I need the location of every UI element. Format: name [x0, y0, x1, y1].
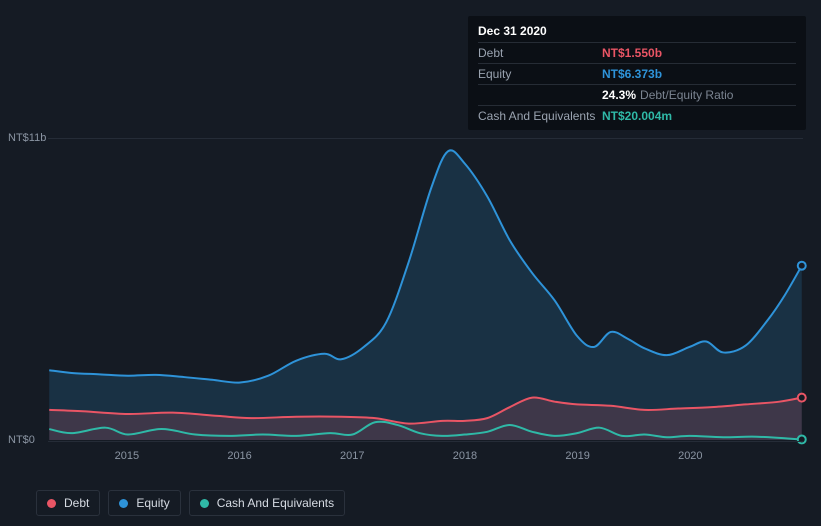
legend-item-equity[interactable]: Equity — [108, 490, 180, 516]
legend-label: Cash And Equivalents — [217, 496, 334, 510]
tooltip-row-label: Cash And Equivalents — [478, 107, 602, 125]
end-marker-equity — [798, 262, 806, 270]
tooltip-date: Dec 31 2020 — [478, 22, 796, 42]
tooltip-row-value: NT$20.004m — [602, 107, 672, 125]
tooltip-row-value: NT$6.373b — [602, 65, 662, 83]
end-marker-cash-and-equivalents — [798, 435, 806, 443]
x-tick-label: 2019 — [565, 450, 589, 462]
y-tick-label: NT$0 — [8, 434, 42, 446]
legend-item-cash-and-equivalents[interactable]: Cash And Equivalents — [189, 490, 345, 516]
legend-swatch — [119, 499, 128, 508]
y-tick-label: NT$11b — [8, 132, 42, 144]
chart-tooltip: Dec 31 2020 DebtNT$1.550bEquityNT$6.373b… — [468, 16, 806, 130]
end-marker-debt — [798, 394, 806, 402]
tooltip-row: EquityNT$6.373b — [478, 63, 796, 84]
legend: Debt Equity Cash And Equivalents — [36, 490, 345, 516]
tooltip-row: Cash And EquivalentsNT$20.004m — [478, 105, 796, 126]
x-tick-label: 2018 — [453, 450, 477, 462]
x-axis: 2015 2016 2017 2018 2019 2020 — [48, 450, 803, 470]
tooltip-row-sub: Debt/Equity Ratio — [640, 88, 733, 102]
x-tick-label: 2017 — [340, 450, 364, 462]
tooltip-rows: DebtNT$1.550bEquityNT$6.373b24.3%Debt/Eq… — [478, 42, 796, 126]
legend-item-debt[interactable]: Debt — [36, 490, 100, 516]
tooltip-row-label: Debt — [478, 44, 602, 62]
x-tick-label: 2016 — [227, 450, 251, 462]
financial-chart: Dec 31 2020 DebtNT$1.550bEquityNT$6.373b… — [18, 10, 803, 510]
tooltip-row: DebtNT$1.550b — [478, 42, 796, 63]
chart-svg — [48, 139, 803, 440]
tooltip-row-value: 24.3%Debt/Equity Ratio — [602, 86, 733, 104]
legend-label: Equity — [136, 496, 169, 510]
tooltip-row: 24.3%Debt/Equity Ratio — [478, 84, 796, 105]
legend-swatch — [47, 499, 56, 508]
legend-label: Debt — [64, 496, 89, 510]
legend-swatch — [200, 499, 209, 508]
tooltip-row-label — [478, 86, 602, 104]
baseline — [48, 441, 803, 442]
series-area-equity — [49, 150, 802, 440]
tooltip-row-label: Equity — [478, 65, 602, 83]
x-tick-label: 2020 — [678, 450, 702, 462]
x-tick-label: 2015 — [115, 450, 139, 462]
plot-area[interactable] — [48, 138, 803, 440]
tooltip-row-value: NT$1.550b — [602, 44, 662, 62]
